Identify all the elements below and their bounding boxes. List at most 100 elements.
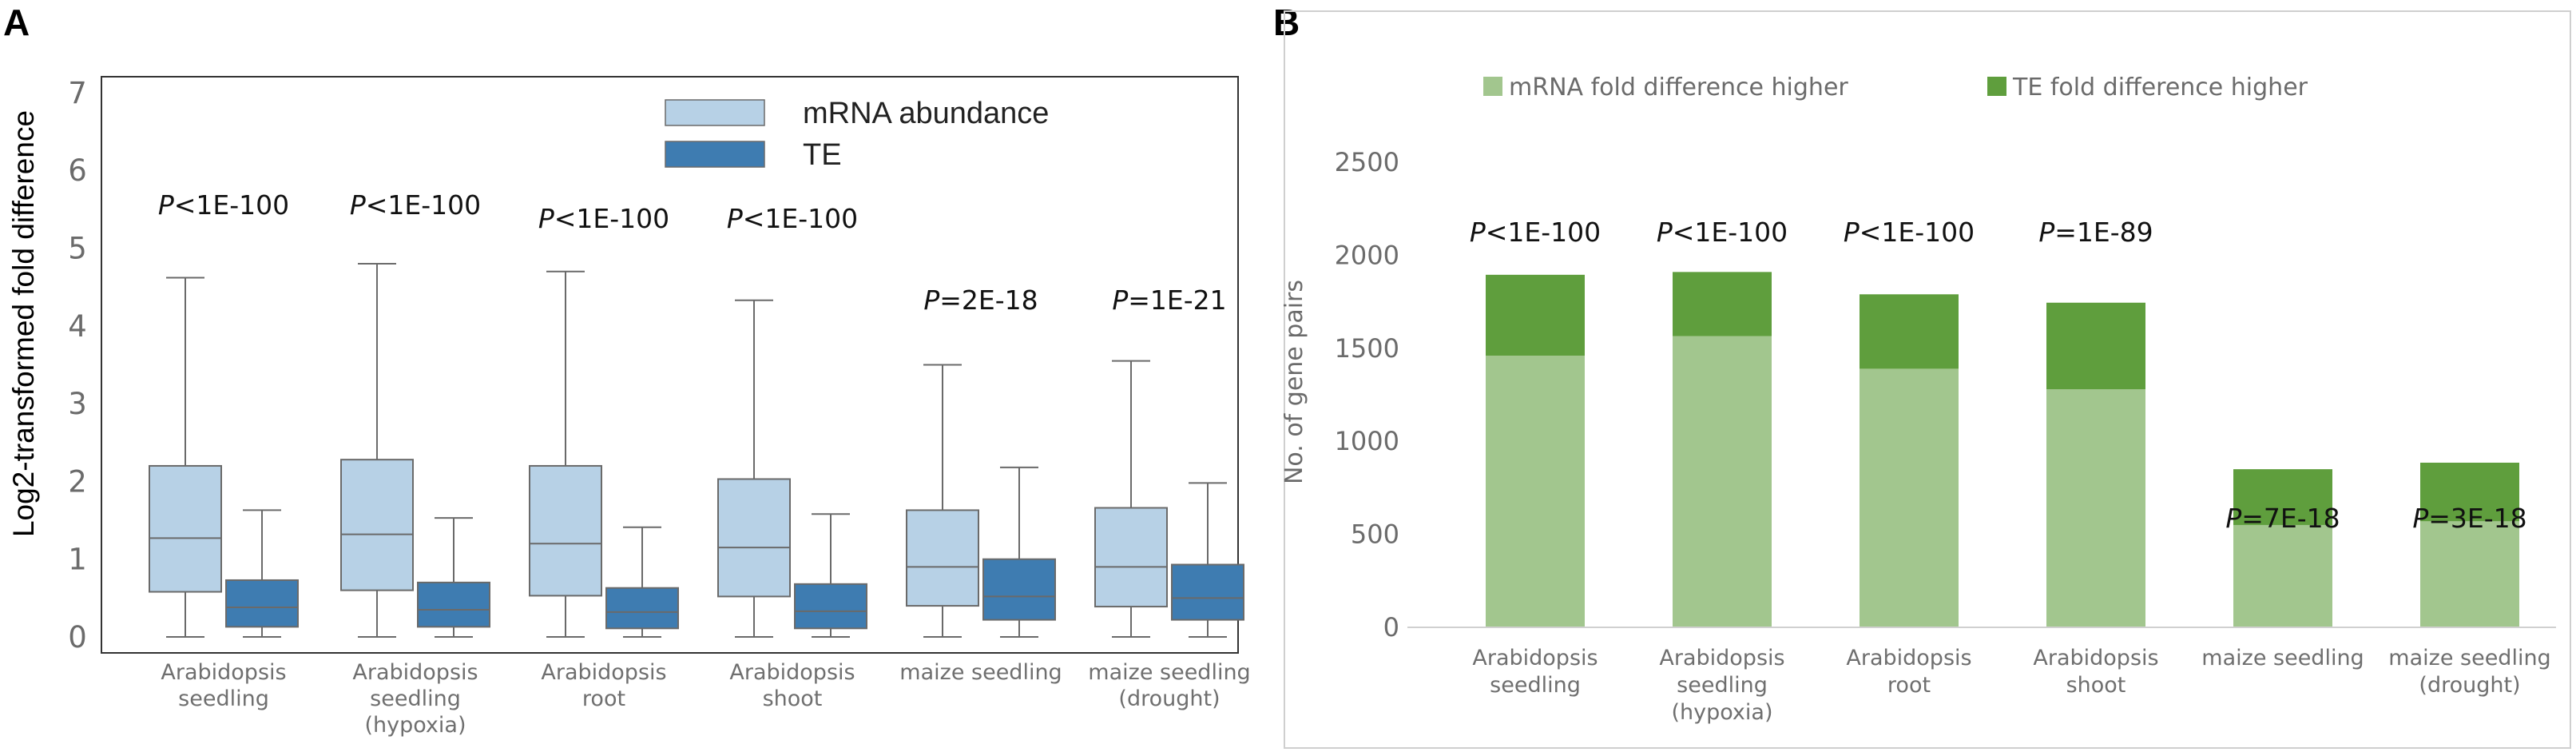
box-mrna-1: [340, 262, 414, 638]
box-te-4: [982, 466, 1056, 638]
a-ytick-label-0: 0: [68, 620, 87, 655]
b-category-label-2: Arabidopsis root: [1846, 646, 1971, 698]
panel-b-y-ticks: 0 500 1000 1500 2000 2500: [1335, 147, 1399, 643]
b-ytick-label-4: 2000: [1335, 240, 1399, 270]
box-iqr: [1171, 563, 1244, 621]
bar-te-higher-3: [2046, 302, 2145, 390]
b-category-label-1: Arabidopsis seedling (hypoxia): [1659, 646, 1784, 725]
panel-a-p-values: P<1E-100 P<1E-100 P<1E-100 P<1E-100 P=2E-18 P…: [158, 189, 1227, 316]
legend-mrna-higher-swatch: [1483, 77, 1502, 96]
b-p-value-2: P<1E-100: [1844, 217, 1975, 248]
panel-b-p-values: P<1E-100 P<1E-100 P<1E-100 P=1E-89 P=7E-18 P=…: [1470, 217, 2527, 534]
panel-b-letter: B: [1273, 2, 1300, 43]
panel-a-boxes: [149, 262, 1244, 638]
legend-mrna-higher-label: mRNA fold difference higher: [1509, 74, 1848, 101]
bar-te-higher-5: [2420, 462, 2519, 522]
bar-mrna-higher-1: [1673, 336, 1772, 627]
a-p-value-0: P<1E-100: [158, 189, 289, 221]
a-ytick-label-4: 4: [68, 309, 87, 344]
panel-a-plot-frame: [101, 76, 1239, 654]
panel-a-category-labels: Arabidopsis seedling Arabidopsis seedling (h…: [161, 660, 1250, 738]
b-category-label-4: maize seedling: [2201, 646, 2364, 670]
panel-a-y-ticks: 0 1 2 3 4 5 6 7: [68, 76, 87, 655]
panel-b-frame: [1284, 10, 2571, 749]
b-p-value-1: P<1E-100: [1657, 217, 1788, 248]
legend-te-higher-label: TE fold difference higher: [2012, 74, 2308, 101]
box-iqr: [225, 579, 299, 628]
b-ytick-label-2: 1000: [1335, 426, 1399, 456]
a-ytick-label-1: 1: [68, 543, 87, 577]
panel-b-category-labels: Arabidopsis seedling Arabidopsis seedling (h…: [1472, 646, 2550, 725]
legend-te-label: TE: [803, 138, 842, 172]
box-iqr: [529, 464, 602, 597]
b-ytick-label-1: 500: [1351, 519, 1399, 550]
box-mrna-2: [529, 270, 602, 638]
a-ytick-label-7: 7: [68, 76, 87, 110]
legend-mrna-swatch: [665, 99, 765, 126]
a-ytick-label-5: 5: [68, 232, 87, 266]
box-iqr: [417, 581, 490, 628]
box-te-1: [417, 517, 490, 638]
bar-te-higher-4: [2233, 469, 2332, 525]
bar-te-higher-1: [1673, 272, 1772, 336]
a-category-label-4: maize seedling: [899, 660, 1062, 685]
b-p-value-4: P=7E-18: [2225, 503, 2340, 534]
box-te-5: [1171, 482, 1244, 638]
a-category-label-1: Arabidopsis seedling (hypoxia): [352, 660, 478, 738]
b-p-value-0: P<1E-100: [1470, 217, 1601, 248]
bar-mrna-higher-4: [2233, 524, 2332, 627]
bar-te-higher-0: [1486, 274, 1585, 356]
a-ytick-label-3: 3: [68, 387, 87, 421]
bar-mrna-higher-3: [2046, 389, 2145, 627]
bar-te-higher-2: [1860, 294, 1959, 369]
box-iqr: [717, 478, 791, 598]
b-category-label-5: maize seedling (drought): [2388, 646, 2550, 698]
box-mrna-4: [906, 364, 979, 638]
b-ytick-label-5: 2500: [1335, 147, 1399, 177]
b-category-label-3: Arabidopsis shoot: [2033, 646, 2158, 698]
panel-a-legend: mRNA abundance TE: [665, 97, 1049, 172]
a-p-value-3: P<1E-100: [727, 203, 858, 234]
box-iqr: [149, 464, 222, 593]
panel-b-bars: [1486, 272, 2519, 627]
b-ytick-label-0: 0: [1383, 612, 1399, 643]
a-category-label-3: Arabidopsis shoot: [729, 660, 855, 711]
b-ytick-label-3: 1500: [1335, 333, 1399, 364]
a-ytick-label-2: 2: [68, 464, 87, 499]
bar-mrna-higher-5: [2420, 521, 2519, 627]
box-iqr: [340, 459, 414, 591]
legend-mrna-label: mRNA abundance: [803, 97, 1049, 130]
box-mrna-3: [717, 299, 791, 638]
panel-a-boxplot: Log2-transformed fold difference 0 1 2 3 4 5 6…: [7, 76, 1251, 738]
bar-mrna-higher-0: [1486, 356, 1585, 627]
a-ytick-label-6: 6: [68, 153, 87, 188]
box-te-2: [605, 526, 679, 638]
box-iqr: [794, 583, 867, 630]
panel-b-y-axis-label: No. of gene pairs: [1280, 280, 1308, 484]
box-te-3: [794, 513, 867, 638]
panel-a-letter: A: [3, 2, 30, 43]
a-p-value-2: P<1E-100: [538, 203, 669, 234]
box-iqr: [906, 509, 979, 607]
panel-b-bar-chart: No. of gene pairs mRNA fold difference h…: [1280, 10, 2571, 749]
panel-a-y-axis-label: Log2-transformed fold difference: [7, 110, 40, 537]
box-iqr: [982, 558, 1056, 621]
box-mrna-5: [1094, 360, 1168, 638]
box-iqr: [605, 587, 679, 630]
a-category-label-5: maize seedling (drought): [1088, 660, 1250, 711]
b-p-value-5: P=3E-18: [2412, 503, 2526, 534]
a-p-value-1: P<1E-100: [350, 189, 481, 221]
a-category-label-0: Arabidopsis seedling: [161, 660, 286, 711]
a-p-value-5: P=1E-21: [1112, 284, 1226, 316]
box-iqr: [1094, 507, 1168, 608]
b-p-value-3: P=1E-89: [2038, 217, 2153, 248]
a-category-label-2: Arabidopsis root: [541, 660, 666, 711]
box-te-0: [225, 509, 299, 638]
bar-mrna-higher-2: [1860, 368, 1959, 627]
panel-b-legend: mRNA fold difference higher TE fold diff…: [1483, 74, 2308, 101]
b-category-label-0: Arabidopsis seedling: [1472, 646, 1598, 698]
legend-te-swatch: [665, 141, 765, 168]
a-p-value-4: P=2E-18: [923, 284, 1038, 316]
box-mrna-0: [149, 277, 222, 638]
